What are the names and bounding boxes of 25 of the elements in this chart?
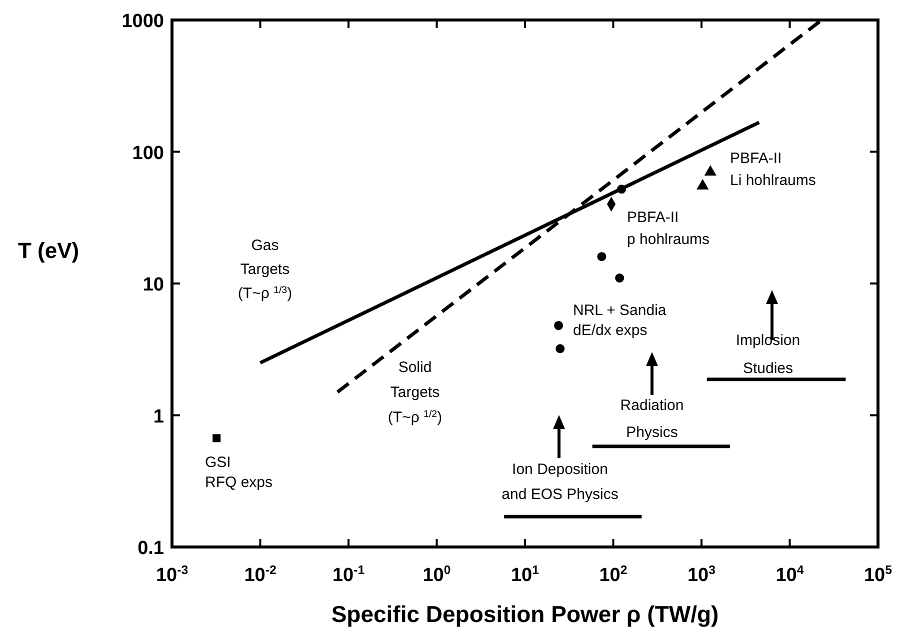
annotation: Implosion Studies [736, 332, 800, 377]
y-tick-label: 0.1 [138, 538, 164, 559]
annotation: Solid Targets (T~ρ $^{1/2}$) [388, 359, 442, 426]
y-tick-label: 1000 [122, 11, 164, 32]
x-tick-label: 10$^{4}$ [776, 563, 804, 586]
x-axis-title: Specific Deposition Power ρ (TW/g) [331, 601, 719, 627]
annotation: PBFA-II p hohlraums [627, 209, 710, 248]
x-tick-label: 10$^{5}$ [864, 563, 892, 586]
x-tick-label: 10$^{0}$ [422, 563, 451, 586]
x-tick-label: 10$^{-1}$ [332, 563, 365, 586]
annotation: PBFA-II Li hohlraums [730, 150, 816, 189]
x-tick-label: 10$^{-2}$ [244, 563, 276, 586]
annotation: NRL + Sandia dE/dx exps [573, 302, 667, 339]
annotation: Gas Targets (T~ρ $^{1/3}$) [238, 237, 292, 302]
annotation: Radiation Physics [620, 397, 684, 441]
annotation: GSI RFQ exps [205, 454, 273, 491]
x-tick-label: 10$^{3}$ [687, 563, 716, 586]
x-tick-label: 10$^{-3}$ [156, 563, 188, 586]
y-axis-title: T (eV) [18, 238, 80, 263]
x-tick-label: 10$^{1}$ [510, 563, 540, 586]
y-tick-label: 10 [142, 274, 164, 296]
y-tick-label: 100 [132, 142, 164, 164]
y-tick-label: 1 [153, 406, 164, 428]
x-tick-label: 10$^{2}$ [599, 563, 628, 586]
annotation: Ion Deposition and EOS Physics [502, 461, 618, 503]
